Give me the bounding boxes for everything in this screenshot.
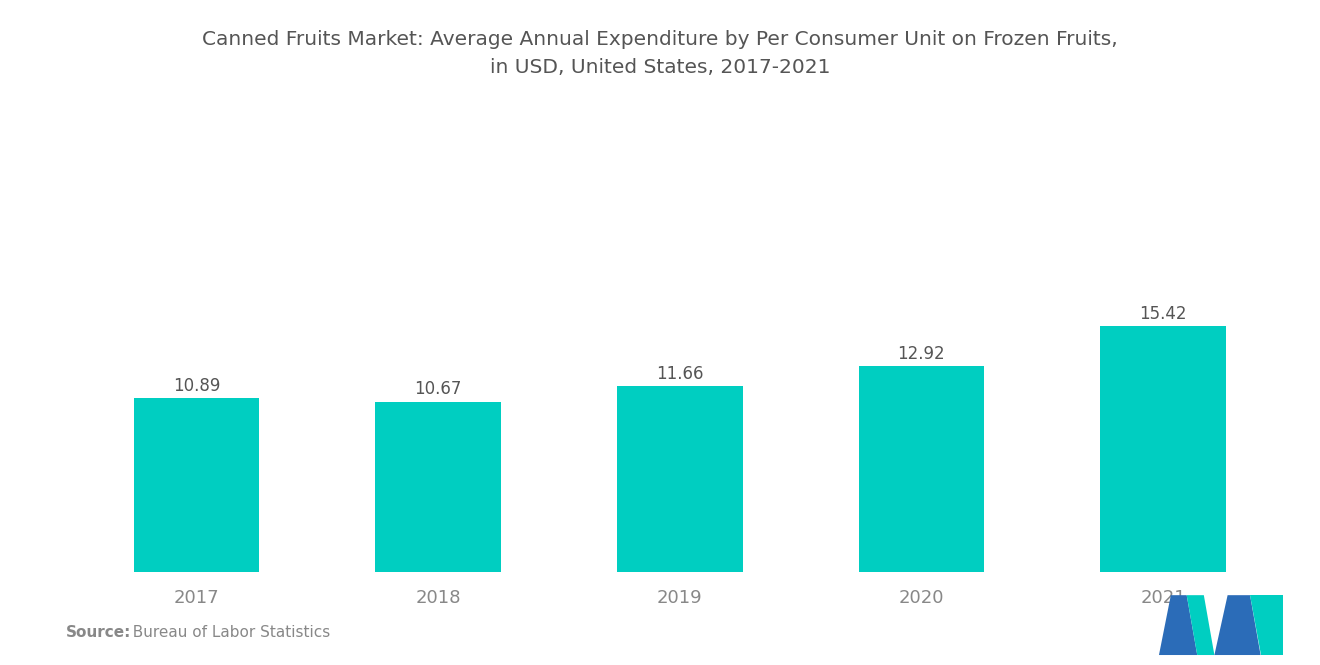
Bar: [133, 398, 260, 572]
Text: 10.89: 10.89: [173, 377, 220, 395]
Polygon shape: [1187, 595, 1214, 655]
Text: 15.42: 15.42: [1139, 305, 1187, 323]
Polygon shape: [1214, 595, 1261, 655]
Bar: [1100, 326, 1226, 572]
Text: Bureau of Labor Statistics: Bureau of Labor Statistics: [123, 624, 330, 640]
Bar: [858, 366, 985, 572]
Text: Canned Fruits Market: Average Annual Expenditure by Per Consumer Unit on Frozen : Canned Fruits Market: Average Annual Exp…: [202, 30, 1118, 77]
Text: Source:: Source:: [66, 624, 132, 640]
Text: 10.67: 10.67: [414, 380, 462, 398]
Text: 12.92: 12.92: [898, 344, 945, 362]
Bar: [616, 386, 743, 572]
Polygon shape: [1159, 595, 1197, 655]
Text: 11.66: 11.66: [656, 364, 704, 382]
Bar: [375, 402, 502, 572]
Polygon shape: [1250, 595, 1283, 655]
